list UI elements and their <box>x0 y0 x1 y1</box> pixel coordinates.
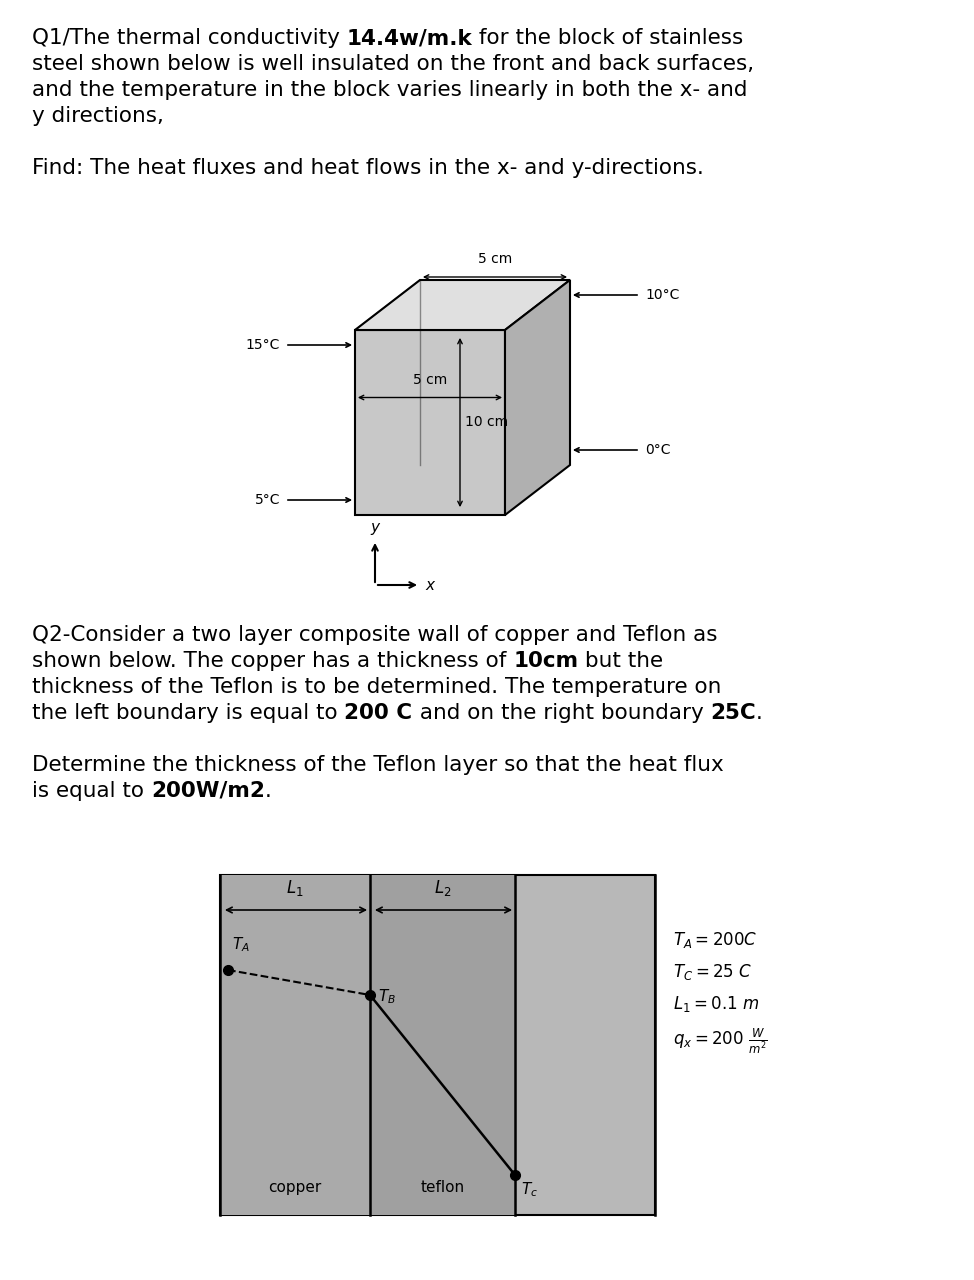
Polygon shape <box>355 280 570 330</box>
Text: 5 cm: 5 cm <box>478 252 512 266</box>
Text: Find: The heat fluxes and heat flows in the x- and y-directions.: Find: The heat fluxes and heat flows in … <box>32 157 704 178</box>
Text: Q1/The thermal conductivity: Q1/The thermal conductivity <box>32 28 347 47</box>
Text: for the block of stainless: for the block of stainless <box>472 28 744 47</box>
Text: and on the right boundary: and on the right boundary <box>413 703 710 723</box>
Polygon shape <box>220 876 370 1215</box>
Text: $L_1$: $L_1$ <box>286 878 304 899</box>
Text: but the: but the <box>579 652 663 671</box>
Text: 200W/m2: 200W/m2 <box>151 781 265 801</box>
Polygon shape <box>355 330 505 515</box>
Text: steel shown below is well insulated on the front and back surfaces,: steel shown below is well insulated on t… <box>32 54 754 74</box>
Text: $L_2$: $L_2$ <box>433 878 451 899</box>
Text: $T_B$: $T_B$ <box>378 987 396 1006</box>
Text: $T_C = 25\ C$: $T_C = 25\ C$ <box>673 963 752 982</box>
Text: y: y <box>370 520 380 535</box>
Text: is equal to: is equal to <box>32 781 151 801</box>
Text: $T_A$: $T_A$ <box>232 934 250 954</box>
Text: 14.4w/m.k: 14.4w/m.k <box>347 28 472 47</box>
Text: .: . <box>756 703 763 723</box>
Polygon shape <box>370 876 515 1215</box>
Text: 0°C: 0°C <box>645 443 670 457</box>
Text: $L_1 = 0.1\ m$: $L_1 = 0.1\ m$ <box>673 995 760 1014</box>
Text: Determine the thickness of the Teflon layer so that the heat flux: Determine the thickness of the Teflon la… <box>32 755 724 774</box>
Text: 5 cm: 5 cm <box>413 374 447 388</box>
Text: and the temperature in the block varies linearly in both the x- and: and the temperature in the block varies … <box>32 79 747 100</box>
Text: 10 cm: 10 cm <box>465 416 508 430</box>
Text: teflon: teflon <box>421 1180 465 1196</box>
Text: thickness of the Teflon is to be determined. The temperature on: thickness of the Teflon is to be determi… <box>32 677 722 698</box>
Text: y directions,: y directions, <box>32 106 164 125</box>
Text: 200 C: 200 C <box>345 703 413 723</box>
Text: 5°C: 5°C <box>254 493 280 507</box>
Text: 15°C: 15°C <box>245 338 280 352</box>
Polygon shape <box>505 280 570 515</box>
Text: the left boundary is equal to: the left boundary is equal to <box>32 703 345 723</box>
Text: 25C: 25C <box>710 703 756 723</box>
Text: .: . <box>265 781 272 801</box>
Text: $q_x = 200\ \frac{W}{m^2}$: $q_x = 200\ \frac{W}{m^2}$ <box>673 1027 768 1056</box>
Text: shown below. The copper has a thickness of: shown below. The copper has a thickness … <box>32 652 513 671</box>
Text: copper: copper <box>269 1180 321 1196</box>
Text: x: x <box>425 577 434 593</box>
Text: 10°C: 10°C <box>645 288 680 302</box>
Text: $T_c$: $T_c$ <box>521 1180 538 1198</box>
Text: 10cm: 10cm <box>513 652 579 671</box>
Text: $T_A = 200C$: $T_A = 200C$ <box>673 931 758 950</box>
Text: Q2-Consider a two layer composite wall of copper and Teflon as: Q2-Consider a two layer composite wall o… <box>32 625 718 645</box>
Polygon shape <box>220 876 655 1215</box>
